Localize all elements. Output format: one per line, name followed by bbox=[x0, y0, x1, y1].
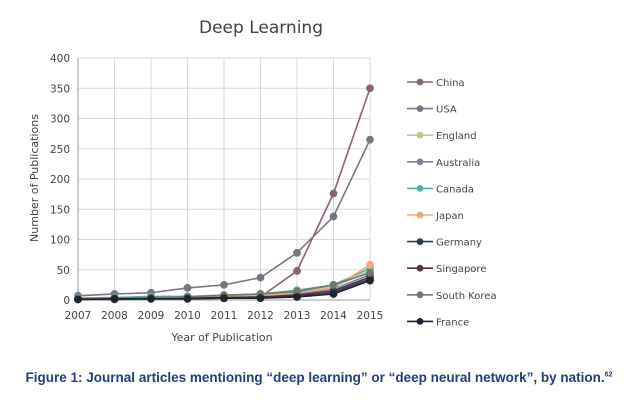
data-point bbox=[366, 268, 374, 277]
legend-swatch-marker bbox=[416, 291, 424, 299]
x-tick-label: 2014 bbox=[320, 310, 347, 322]
y-tick-label: 100 bbox=[50, 235, 70, 247]
legend-swatch-marker bbox=[416, 238, 424, 246]
data-point bbox=[293, 248, 301, 257]
data-point bbox=[256, 294, 265, 303]
legend-item: Canada bbox=[407, 184, 474, 195]
y-tick-label: 300 bbox=[50, 114, 70, 126]
caption-note: 62 bbox=[604, 371, 613, 379]
legend-label: France bbox=[436, 317, 469, 328]
legend-item: England bbox=[407, 131, 477, 142]
data-point bbox=[329, 212, 338, 221]
x-tick-label: 2011 bbox=[211, 310, 238, 322]
legend-label: USA bbox=[436, 105, 457, 116]
x-tick-label: 2012 bbox=[247, 310, 274, 322]
data-point bbox=[329, 280, 338, 289]
data-point bbox=[329, 290, 338, 298]
x-tick-label: 2008 bbox=[101, 310, 128, 322]
data-point bbox=[366, 261, 374, 269]
y-tick-label: 0 bbox=[63, 295, 70, 307]
legend-swatch-marker bbox=[416, 264, 424, 272]
data-point bbox=[74, 295, 82, 304]
legend-swatch-marker bbox=[416, 158, 424, 166]
legend-item: Japan bbox=[407, 211, 464, 222]
legend-label: Australia bbox=[436, 158, 480, 169]
legend-item: Germany bbox=[407, 238, 482, 249]
y-tick-label: 200 bbox=[50, 174, 70, 186]
legend-item: USA bbox=[407, 105, 457, 116]
legend-label: Germany bbox=[436, 238, 482, 249]
legend-item: France bbox=[407, 317, 469, 328]
legend-item: China bbox=[407, 78, 465, 89]
data-point bbox=[110, 294, 119, 303]
data-point bbox=[366, 135, 374, 144]
legend-swatch-marker bbox=[416, 185, 424, 192]
y-axis-label: Number of Publications bbox=[28, 114, 41, 242]
legend-swatch-marker bbox=[416, 78, 424, 86]
chart: Deep Learning 0 50 100 150 200 250 300 350 400 20… bbox=[28, 18, 497, 344]
caption-text: Figure 1: Journal articles mentioning “d… bbox=[25, 370, 605, 385]
data-point bbox=[147, 294, 155, 303]
y-tick-label: 50 bbox=[57, 265, 70, 277]
data-point bbox=[220, 294, 228, 303]
legend-item: Australia bbox=[407, 158, 480, 169]
grid bbox=[77, 57, 371, 301]
legend-label: South Korea bbox=[436, 291, 497, 302]
y-tick-label: 150 bbox=[50, 204, 70, 216]
x-tick-label: 2007 bbox=[65, 310, 92, 322]
data-point bbox=[183, 284, 192, 292]
data-point bbox=[366, 276, 374, 285]
legend-item: South Korea bbox=[407, 291, 497, 302]
legend-label: China bbox=[436, 78, 465, 89]
legend-label: Canada bbox=[436, 184, 474, 195]
x-axis-label: Year of Publication bbox=[170, 331, 272, 344]
y-tick-label: 350 bbox=[50, 83, 70, 95]
legend-swatch-marker bbox=[416, 131, 424, 139]
data-point bbox=[220, 280, 228, 289]
y-tick-label: 250 bbox=[50, 144, 70, 156]
chart-title: Deep Learning bbox=[199, 18, 323, 38]
legend-label: England bbox=[436, 131, 477, 142]
legend-item: Singapore bbox=[407, 264, 486, 275]
legend-label: Singapore bbox=[436, 264, 486, 275]
x-tick-label: 2009 bbox=[138, 310, 165, 322]
legend-swatch-marker bbox=[416, 105, 424, 112]
y-tick-label: 400 bbox=[50, 53, 70, 65]
figure-caption: Figure 1: Journal articles mentioning “d… bbox=[0, 370, 638, 385]
data-point bbox=[256, 273, 265, 282]
series-france bbox=[74, 276, 374, 304]
data-point bbox=[366, 84, 374, 93]
data-point bbox=[183, 294, 192, 303]
legend: China USA England Australia Canada Japan Germa… bbox=[407, 78, 497, 328]
x-tick-label: 2015 bbox=[357, 310, 384, 322]
x-tick-label: 2013 bbox=[284, 310, 311, 322]
data-point bbox=[293, 293, 301, 301]
data-point bbox=[329, 189, 338, 198]
legend-swatch-marker bbox=[416, 318, 424, 325]
legend-label: Japan bbox=[435, 211, 464, 222]
x-tick-label: 2010 bbox=[174, 310, 201, 322]
series-group bbox=[74, 84, 374, 304]
legend-swatch-marker bbox=[416, 211, 424, 219]
data-point bbox=[293, 267, 301, 275]
axes: 0 50 100 150 200 250 300 350 400 2007 2008 2009 2010… bbox=[50, 53, 383, 322]
